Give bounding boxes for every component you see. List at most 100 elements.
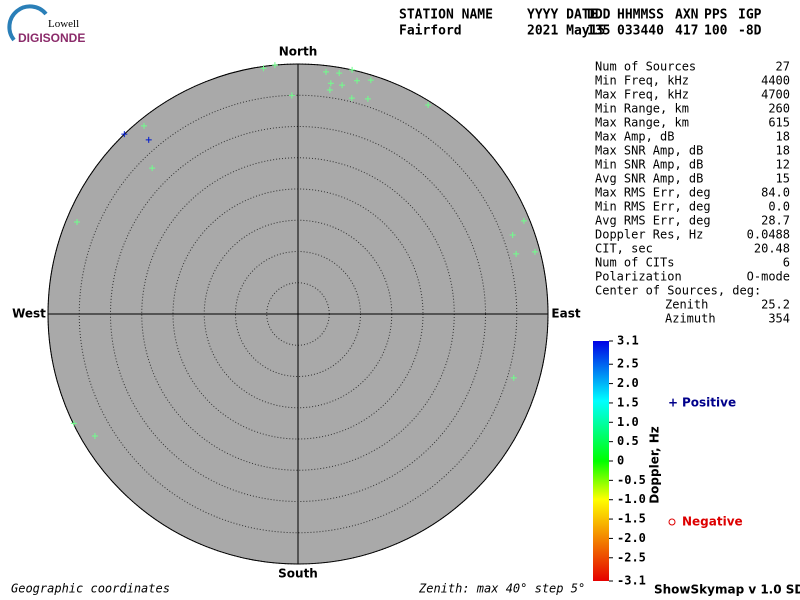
colorbar-tick-label: 1.5 — [617, 395, 639, 409]
header-value: 2021 May15 — [527, 24, 605, 39]
stat-label: Polarization — [595, 270, 682, 284]
stat-label: Min Freq, kHz — [595, 74, 689, 88]
stat-label: Avg RMS Err, deg — [595, 214, 711, 228]
source-point — [91, 433, 98, 439]
header-label: HHMMSS — [617, 8, 664, 23]
colorbar-tick-label: -3.1 — [617, 574, 646, 588]
source-point — [531, 248, 538, 255]
header-label: STATION NAME — [399, 8, 493, 23]
stat-label: Max Range, km — [595, 116, 689, 130]
header-value: -8D — [738, 24, 762, 39]
source-point — [145, 136, 152, 143]
colorbar-tick-label: -0.5 — [617, 473, 646, 487]
legend-plus: + — [668, 396, 678, 410]
stat-value: O-mode — [747, 270, 790, 284]
header-value: Fairford — [399, 24, 462, 39]
colorbar-tick-label: 0 — [617, 454, 624, 468]
source-point — [509, 232, 516, 239]
logo-bottom: DIGISONDE — [18, 31, 85, 45]
header-label: DDD — [587, 8, 611, 23]
colorbar-tick-label: 0.5 — [617, 434, 639, 448]
colorbar-tick-label: 1.0 — [617, 415, 639, 429]
footer-right: ShowSkymap v 1.0 SD v 5.1 — [654, 583, 800, 597]
stat-value: 20.48 — [754, 242, 790, 256]
compass-south: South — [278, 567, 318, 581]
source-point — [354, 77, 361, 84]
source-point — [323, 68, 330, 75]
stat-value: 18 — [776, 144, 790, 158]
stat-value: 354 — [768, 312, 790, 326]
colorbar-tick-label: -1.0 — [617, 492, 646, 506]
header-label: PPS — [704, 8, 728, 23]
source-point — [349, 66, 356, 73]
legend-negative: Negative — [682, 515, 743, 529]
source-point — [141, 122, 148, 129]
compass-north: North — [279, 45, 317, 59]
logo-top: Lowell — [48, 18, 79, 30]
stat-label: Max Amp, dB — [595, 130, 674, 144]
stat-label: Min SNR Amp, dB — [595, 158, 703, 172]
source-point — [425, 101, 432, 108]
stat-value: 12 — [776, 158, 790, 172]
source-point — [74, 219, 81, 226]
stat-label: Min RMS Err, deg — [595, 200, 711, 214]
stat-value: 15 — [776, 172, 790, 186]
stat-value: 27 — [776, 60, 790, 74]
stat-value: 4700 — [761, 88, 790, 102]
header-value: 100 — [704, 24, 728, 39]
header-value: 417 — [675, 24, 698, 39]
source-point — [336, 70, 343, 77]
header-value: 135 — [587, 24, 610, 39]
stat-value: 18 — [776, 130, 790, 144]
colorbar — [593, 341, 609, 581]
source-point — [70, 420, 77, 427]
source-point — [510, 374, 517, 381]
stat-value: 4400 — [761, 74, 790, 88]
logo-swoosh — [7, 4, 48, 42]
source-point — [520, 217, 527, 224]
source-point — [367, 77, 374, 84]
colorbar-tick-label: 2.5 — [617, 357, 639, 371]
source-point — [121, 131, 128, 138]
stat-label: Avg SNR Amp, dB — [595, 172, 703, 186]
stat-value: 0.0488 — [747, 228, 790, 242]
stat-label: Zenith — [665, 298, 708, 312]
source-point — [288, 92, 295, 99]
source-point — [513, 250, 520, 257]
stat-label: Max Freq, kHz — [595, 88, 689, 102]
source-point — [327, 80, 334, 87]
header-label: IGP — [738, 8, 762, 23]
stat-label: CIT, sec — [595, 242, 653, 256]
source-point — [260, 65, 267, 72]
stat-label: Num of CITs — [595, 256, 674, 270]
source-point — [149, 165, 156, 172]
stat-value: 25.2 — [761, 298, 790, 312]
legend-positive: Positive — [682, 396, 736, 410]
stat-label: Max RMS Err, deg — [595, 186, 711, 200]
compass-east: East — [551, 307, 580, 321]
colorbar-tick-label: 2.0 — [617, 376, 639, 390]
source-point — [339, 82, 346, 89]
stat-value: 0.0 — [768, 200, 790, 214]
stat-value: 260 — [768, 102, 790, 116]
stat-value: 615 — [768, 116, 790, 130]
header-value: 033440 — [617, 24, 664, 39]
stat-section: Center of Sources, deg: — [595, 284, 761, 298]
colorbar-tick-label: 3.1 — [617, 334, 639, 348]
stat-value: 6 — [783, 256, 790, 270]
header-label: YYYY DATE — [527, 8, 597, 23]
colorbar-tick-label: -2.5 — [617, 550, 646, 564]
legend-circle — [668, 518, 676, 526]
source-point — [271, 62, 278, 69]
stat-value: 28.7 — [761, 214, 790, 228]
footer-middle: Zenith: max 40° step 5° — [418, 582, 585, 596]
colorbar-tick-label: -1.5 — [617, 512, 646, 526]
stat-label: Doppler Res, Hz — [595, 228, 703, 242]
stat-label: Num of Sources — [595, 60, 696, 74]
source-point — [348, 95, 355, 102]
source-point — [364, 95, 371, 102]
source-point — [326, 87, 333, 94]
stat-value: 84.0 — [761, 186, 790, 200]
stat-label: Max SNR Amp, dB — [595, 144, 703, 158]
